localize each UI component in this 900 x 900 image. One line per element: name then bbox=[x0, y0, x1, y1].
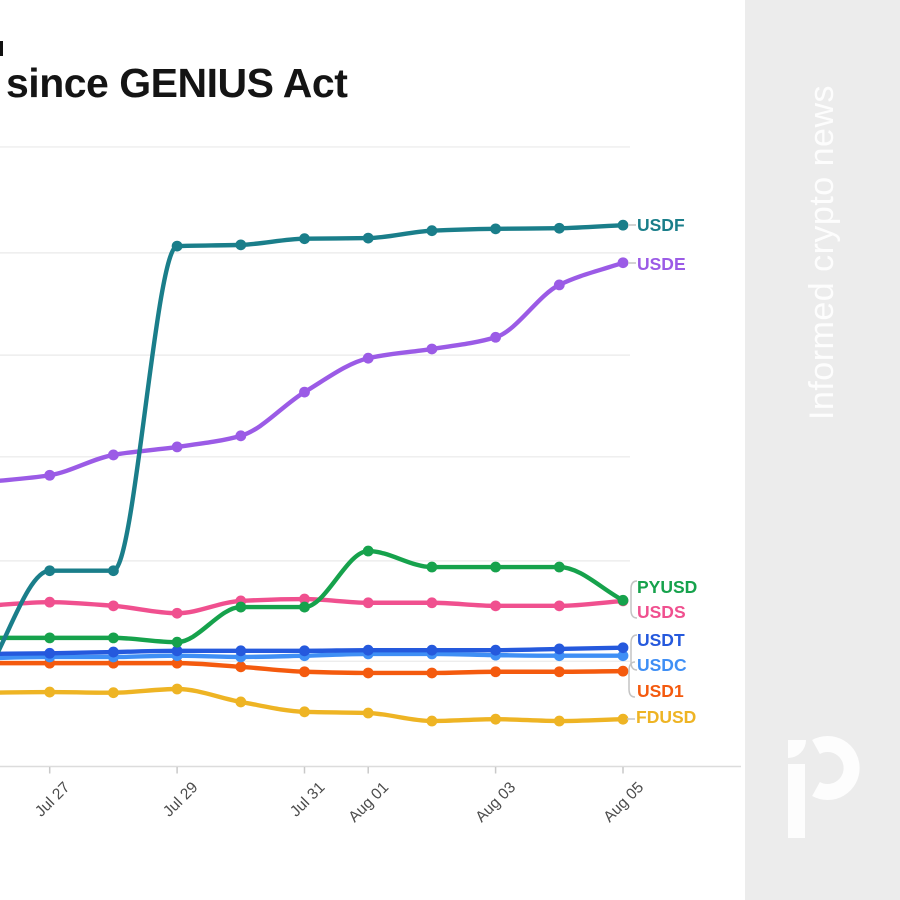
logo-stem bbox=[788, 764, 805, 838]
page-title: since GENIUS Act bbox=[6, 60, 348, 106]
series-label-usds: USDS bbox=[637, 602, 686, 622]
protos-p-logo-icon bbox=[788, 736, 860, 838]
series-label-usdt: USDT bbox=[637, 630, 685, 650]
series-label-usd1: USD1 bbox=[637, 681, 684, 701]
stablecoin-line-chart bbox=[0, 146, 741, 774]
logo-wedge bbox=[788, 740, 806, 758]
branding-sidebar: Informed crypto news bbox=[745, 0, 900, 900]
series-label-usdc: USDC bbox=[637, 655, 687, 675]
cropped-text-remnant bbox=[0, 41, 3, 56]
series-label-usde: USDE bbox=[637, 254, 686, 274]
logo-bowl bbox=[812, 736, 860, 800]
series-label-usdf: USDF bbox=[637, 215, 685, 235]
series-label-fdusd: FDUSD bbox=[636, 707, 697, 727]
series-label-pyusd: PYUSD bbox=[637, 577, 698, 597]
